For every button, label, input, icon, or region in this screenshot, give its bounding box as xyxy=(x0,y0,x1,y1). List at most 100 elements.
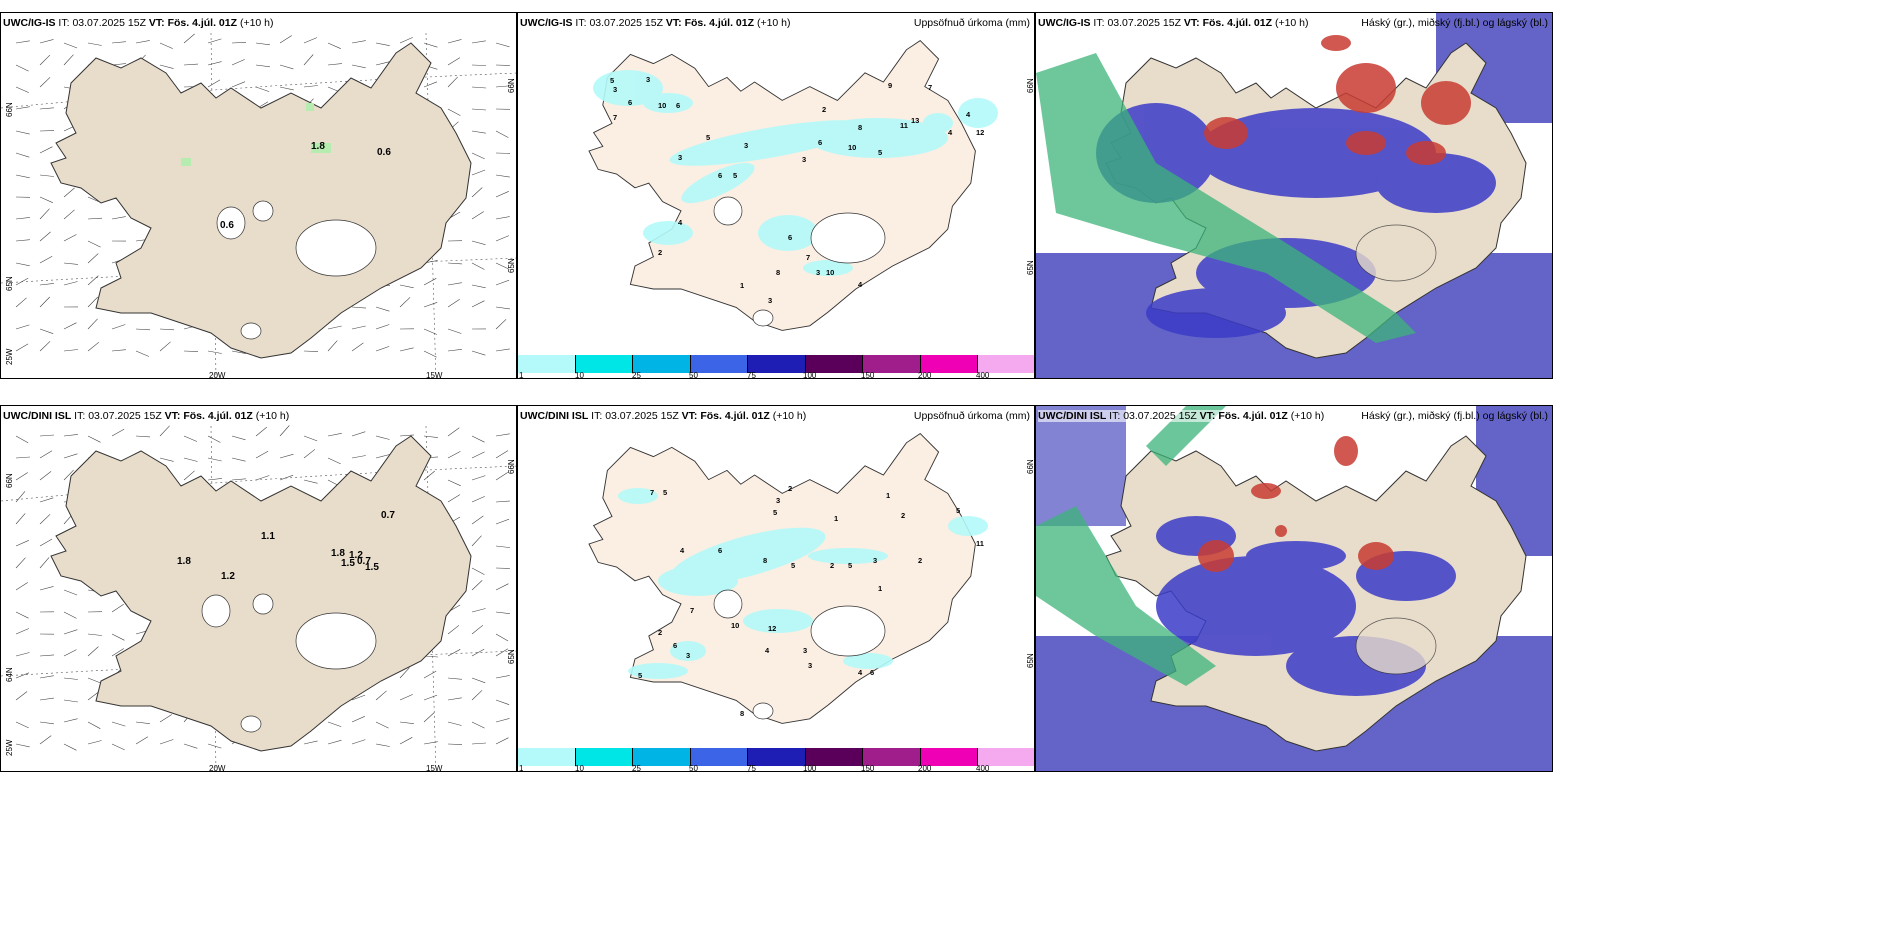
wind-barb xyxy=(15,106,30,110)
precip-value: 7 xyxy=(650,488,655,497)
wind-barb xyxy=(399,737,413,745)
precip-value: 3 xyxy=(808,661,813,670)
wind-barb xyxy=(447,451,461,459)
wind-barb xyxy=(279,86,294,91)
precip-value: 2 xyxy=(830,561,835,570)
precip-value: 6 xyxy=(676,101,681,110)
wind-barb xyxy=(423,42,438,48)
wind-barb xyxy=(471,262,485,270)
wind-barb xyxy=(39,107,54,110)
colorbar-tick: 75 xyxy=(747,371,756,379)
wind-barb xyxy=(87,240,101,248)
wind-value: 0.7 xyxy=(357,556,371,567)
cloud-title: Háský (gr.), miðský (fj.bl.) og lágský (… xyxy=(1361,17,1548,29)
wind-barb xyxy=(15,64,29,72)
precip-value: 3 xyxy=(803,646,808,655)
wind-map-panel-row2: UWC/DINI ISL IT: 03.07.2025 15Z VT: Fös.… xyxy=(0,405,517,772)
wind-barb xyxy=(39,538,53,547)
wind-barb xyxy=(423,470,435,481)
wind-barb xyxy=(39,450,53,459)
wind-barb xyxy=(87,721,101,729)
wind-value: 0.7 xyxy=(381,510,395,521)
panel-title: UWC/IG-IS IT: 03.07.2025 15Z VT: Fös. 4.… xyxy=(1038,17,1309,29)
wind-barb xyxy=(279,474,294,481)
wind-barb xyxy=(15,672,30,679)
colorbar-tick: 200 xyxy=(918,764,932,772)
wind-barb xyxy=(447,479,461,487)
precip-value: 3 xyxy=(686,651,691,660)
wind-barb xyxy=(447,328,462,334)
precip-value: 2 xyxy=(788,484,793,493)
precip-value: 6 xyxy=(718,546,723,555)
precip-value: 11 xyxy=(900,121,908,130)
wind-barb xyxy=(495,648,509,657)
precip-value: 10 xyxy=(826,268,835,277)
wind-barb xyxy=(375,346,390,352)
wind-barb xyxy=(15,297,27,308)
wind-barb xyxy=(63,42,78,49)
panel-title: UWC/DINI ISL IT: 03.07.2025 15Z VT: Fös.… xyxy=(520,410,807,422)
wind-barb xyxy=(495,306,510,310)
wind-barb xyxy=(159,64,174,69)
wind-barb xyxy=(447,262,463,265)
wind-barb xyxy=(231,457,246,462)
wind-barb xyxy=(63,234,77,242)
wind-barb xyxy=(15,277,29,286)
precip-value: 10 xyxy=(731,621,740,630)
precip-map xyxy=(588,40,998,331)
precip-value: 6 xyxy=(788,233,793,242)
wind-barb xyxy=(495,42,510,48)
precip-value: 6 xyxy=(818,138,823,147)
lon-label: 15W xyxy=(426,371,443,379)
precip-value: 5 xyxy=(706,133,711,142)
wind-barb xyxy=(471,64,487,66)
wind-barb xyxy=(447,494,461,503)
wind-barb xyxy=(159,425,170,437)
wind-barb xyxy=(15,174,30,179)
colorbar-tick: 1 xyxy=(519,371,524,379)
precip-value: 2 xyxy=(658,248,663,257)
cloud-map-panel-row1: UWC/IG-IS IT: 03.07.2025 15Z VT: Fös. 4.… xyxy=(1035,12,1553,379)
wind-barb xyxy=(471,300,485,308)
wind-barb xyxy=(183,743,198,749)
wind-barb xyxy=(351,325,366,330)
wind-barb xyxy=(135,328,151,331)
wind-barb xyxy=(111,721,126,727)
panel-title: UWC/IG-IS IT: 03.07.2025 15Z VT: Fös. 4.… xyxy=(3,17,274,29)
wind-barb xyxy=(471,350,486,356)
wind-barb xyxy=(447,76,458,88)
wind-barb xyxy=(159,42,173,49)
wind-barb xyxy=(207,61,222,66)
wind-barb xyxy=(399,667,410,679)
wind-barb xyxy=(447,349,462,352)
wind-barb xyxy=(423,670,437,679)
precip-value: 12 xyxy=(976,128,985,137)
wind-barb xyxy=(15,628,30,635)
precip-value: 3 xyxy=(816,268,821,277)
wind-barb xyxy=(471,535,482,547)
wind-barb xyxy=(447,625,460,635)
wind-value: 1.2 xyxy=(221,571,235,582)
wind-barb xyxy=(183,435,198,442)
wind-barb xyxy=(111,743,125,751)
precip-value: 5 xyxy=(956,506,961,515)
wind-barb xyxy=(39,174,54,177)
wind-barb xyxy=(231,81,246,88)
wind-barb xyxy=(303,449,316,459)
precip-value: 3 xyxy=(873,556,878,565)
wind-barb xyxy=(135,736,149,745)
wind-barb xyxy=(15,652,30,657)
precip-value: 6 xyxy=(673,641,678,650)
precip-value: 3 xyxy=(802,155,807,164)
precip-value: 1 xyxy=(878,584,883,593)
wind-barb xyxy=(183,470,195,481)
colorbar-tick: 50 xyxy=(689,371,698,379)
wind-barb xyxy=(447,677,462,680)
wind-barb xyxy=(471,608,486,613)
wind-barb xyxy=(423,81,438,88)
colorbar-tick: 100 xyxy=(803,764,817,772)
wind-barb xyxy=(471,187,483,198)
wind-map-panel-row1: UWC/IG-IS IT: 03.07.2025 15Z VT: Fös. 4.… xyxy=(0,12,517,379)
lat-label: 66N xyxy=(507,459,516,474)
wind-barb xyxy=(63,718,78,723)
